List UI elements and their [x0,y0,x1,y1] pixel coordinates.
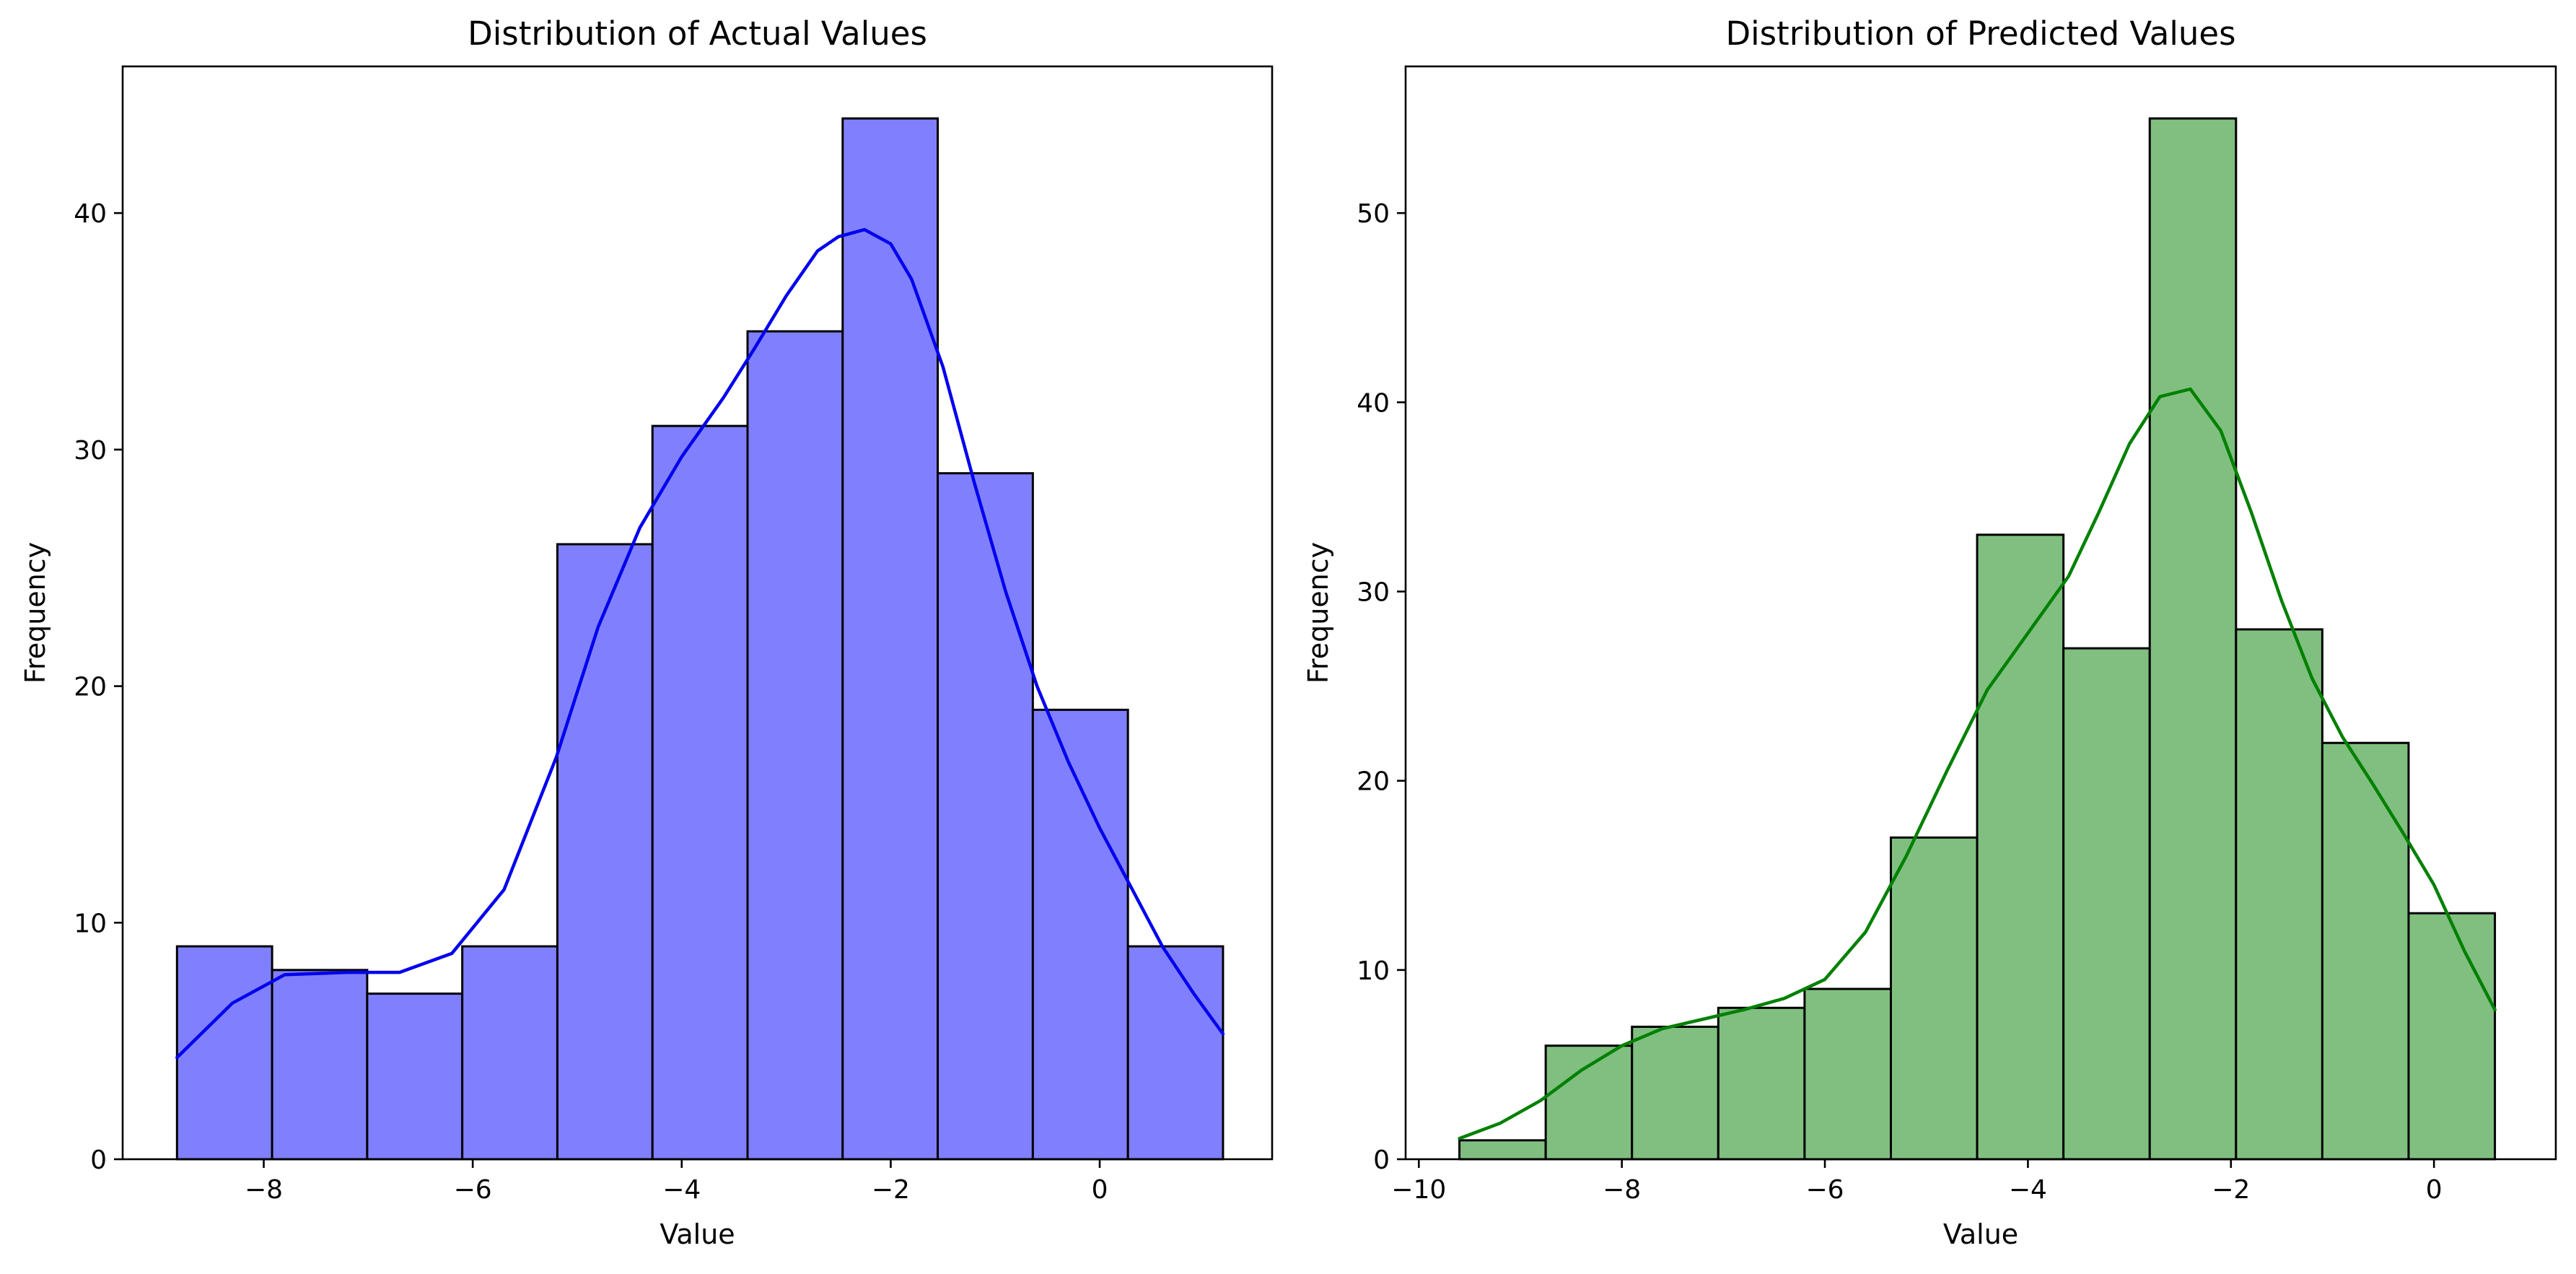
actual-y-tick-label: 40 [74,199,107,229]
actual-axes-frame [121,65,1274,1161]
actual-bars [175,117,1225,1161]
predicted-y-tick-label: 20 [1357,767,1390,797]
predicted-x-tick-label: −8 [1603,1175,1641,1205]
predicted-y-tick-label: 10 [1357,956,1390,986]
predicted-bar-11 [2407,912,2497,1161]
predicted-values-histogram: −10 −8 −6 −4 −2 0 0 10 20 30 40 50 Distribution of… [1302,14,2557,1250]
predicted-y-ticks: 0 10 20 30 40 50 [1357,199,1406,1175]
actual-x-tick-label: −6 [454,1175,492,1205]
actual-y-tick-label: 10 [74,909,107,938]
predicted-bar-4 [1803,987,1892,1161]
predicted-bar-9 [2235,628,2323,1161]
actual-chart-title: Distribution of Actual Values [468,14,927,53]
predicted-x-ticks: −10 −8 −6 −4 −2 0 [1391,1159,2443,1205]
actual-x-ticks: −8 −6 −4 −2 0 [245,1159,1108,1205]
actual-values-histogram: −8 −6 −4 −2 0 0 10 20 30 40 Distribution of Actu… [19,14,1274,1250]
actual-bar-5 [651,424,749,1161]
predicted-bar-5 [1889,836,1979,1161]
predicted-bar-7 [2062,647,2151,1161]
predicted-x-tick-label: −10 [1391,1175,1446,1205]
actual-y-axis-label: Frequency [19,542,51,684]
actual-bar-8 [937,472,1034,1161]
predicted-chart-title: Distribution of Predicted Values [1725,14,2235,53]
actual-bar-0 [175,945,273,1161]
actual-kde-curve [175,227,1225,1060]
predicted-x-tick-label: 0 [2426,1175,2443,1205]
predicted-bar-6 [1976,533,2065,1161]
predicted-bar-1 [1544,1044,1634,1161]
actual-y-tick-label: 20 [74,673,107,702]
actual-bar-6 [746,330,844,1161]
predicted-bar-10 [2321,741,2410,1161]
actual-y-tick-label: 30 [74,436,107,466]
predicted-y-tick-label: 0 [1373,1146,1390,1175]
predicted-y-tick-label: 40 [1357,388,1390,418]
actual-y-tick-label: 0 [90,1146,107,1175]
actual-bar-10 [1126,945,1225,1161]
actual-bar-4 [556,543,654,1161]
predicted-x-tick-label: −6 [1806,1175,1844,1205]
actual-y-ticks: 0 10 20 30 40 [74,199,123,1175]
predicted-bar-8 [2148,117,2238,1161]
predicted-y-tick-label: 50 [1357,199,1390,229]
actual-bar-7 [841,117,939,1161]
actual-bar-3 [461,945,558,1161]
predicted-bar-3 [1717,1006,1806,1161]
predicted-x-tick-label: −2 [2212,1175,2250,1205]
actual-x-tick-label: −2 [872,1175,910,1205]
actual-bar-2 [366,992,464,1161]
predicted-axes-frame [1404,65,2557,1161]
actual-x-tick-label: −4 [662,1175,701,1205]
actual-x-tick-label: −8 [245,1175,283,1205]
predicted-y-tick-label: 30 [1357,578,1390,608]
actual-bar-1 [271,969,369,1161]
actual-bar-9 [1031,708,1129,1161]
predicted-kde-curve [1458,387,2497,1140]
predicted-x-tick-label: −4 [2009,1175,2047,1205]
predicted-y-axis-label: Frequency [1302,542,1334,684]
actual-x-axis-label: Value [660,1218,735,1250]
predicted-bars [1458,117,2497,1161]
predicted-bar-2 [1631,1025,1719,1161]
predicted-bar-0 [1458,1139,1547,1161]
predicted-x-axis-label: Value [1943,1218,2018,1250]
actual-x-tick-label: 0 [1092,1175,1108,1205]
